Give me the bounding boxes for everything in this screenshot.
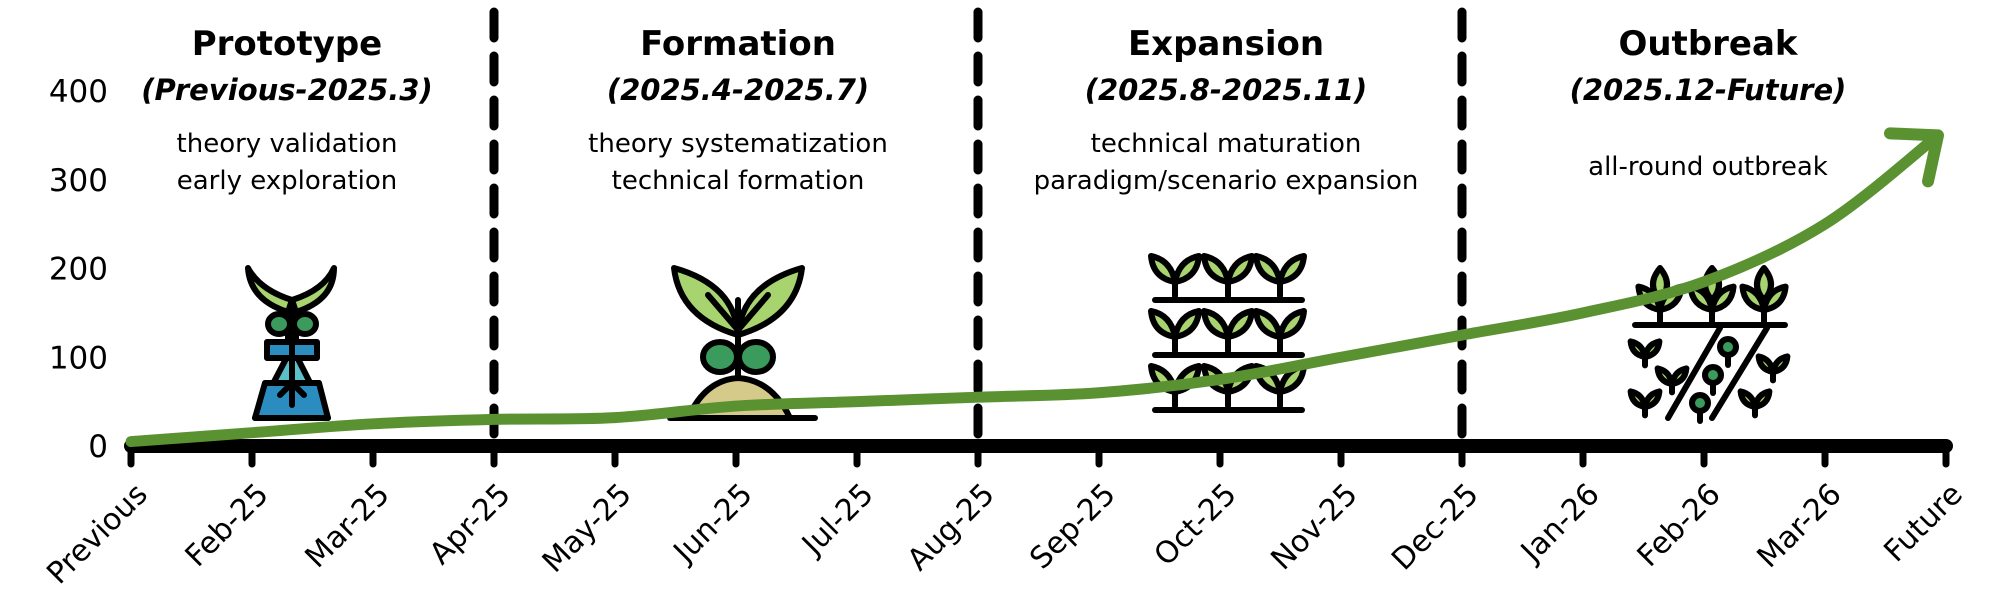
field-crops-icon (1627, 265, 1791, 424)
y-tick-label: 300 (49, 163, 108, 199)
x-tick-label: Jun-25 (666, 477, 760, 571)
phase-description: all-round outbreak (1588, 152, 1828, 182)
phase-period: (2025.8-2025.11) (1085, 73, 1368, 107)
x-tick-label: Feb-25 (179, 477, 276, 574)
leaf (1755, 353, 1776, 375)
leaf (1737, 388, 1758, 410)
x-tick-label: Previous (40, 477, 154, 591)
y-tick-label: 200 (49, 252, 108, 288)
leaf (1201, 308, 1231, 340)
phase-period: (Previous-2025.3) (141, 73, 432, 107)
leaf (1148, 253, 1178, 285)
phase-expansion: Expansion (2025.8-2025.11) technical matur… (1034, 24, 1419, 196)
leaf (1709, 283, 1737, 313)
growth-line (125, 129, 1944, 448)
growth-series (125, 127, 1944, 448)
leaf (1627, 338, 1648, 360)
phase-boundaries (489, 7, 1467, 445)
arrow-head (1884, 127, 1944, 188)
phase-description: early exploration (177, 166, 397, 196)
furrow-line (1709, 325, 1770, 421)
seedling-flask-icon (245, 265, 337, 421)
phase-title: Outbreak (1618, 24, 1798, 64)
phase-prototype: Prototype (Previous-2025.3) theory validat… (141, 24, 432, 196)
leaf (1669, 365, 1690, 387)
leaf (1739, 283, 1767, 313)
leaf (1642, 338, 1663, 360)
y-tick-label: 0 (88, 429, 108, 465)
x-tick-label: Oct-25 (1148, 477, 1244, 573)
leaf (1253, 253, 1283, 285)
leaf (1654, 365, 1675, 387)
phase-period: (2025.12-Future) (1570, 73, 1847, 107)
furrow-line (1665, 325, 1723, 421)
phase-title: Formation (640, 24, 836, 64)
leaf (1225, 308, 1255, 340)
phase-description: theory systematization (588, 129, 888, 159)
sprout-rows-icon (1148, 253, 1307, 413)
leaf (1277, 253, 1307, 285)
phase-period: (2025.4-2025.7) (607, 73, 869, 107)
x-tick-label: Mar-25 (299, 477, 397, 575)
phase-title: Prototype (192, 24, 382, 64)
leaf (1225, 253, 1255, 285)
x-tick-label: Sep-25 (1023, 477, 1122, 576)
leaf (1627, 388, 1648, 410)
x-tick-label: Mar-26 (1751, 477, 1849, 575)
phase-description: paradigm/scenario expansion (1034, 166, 1419, 196)
leaf (1277, 308, 1307, 340)
leaf (1172, 253, 1202, 285)
x-tick-label: Jan-26 (1513, 477, 1607, 571)
phase-outbreak: Outbreak (2025.12-Future) all-round outbre… (1570, 24, 1847, 182)
leaf (1201, 253, 1231, 285)
x-tick-label: Feb-26 (1631, 477, 1728, 574)
y-tick-label: 100 (49, 340, 108, 376)
leaf (1761, 283, 1789, 313)
phase-description: technical formation (612, 166, 865, 196)
phase-title: Expansion (1128, 24, 1324, 64)
leaf (1253, 308, 1283, 340)
phase-annotations: Prototype (Previous-2025.3) theory validat… (141, 24, 1846, 196)
x-tick-label: Aug-25 (901, 477, 1002, 578)
x-tick-label: Future (1877, 477, 1969, 569)
leaf (1148, 308, 1178, 340)
x-tick-label: Apr-25 (423, 477, 518, 572)
phase-description: theory validation (177, 129, 398, 159)
phase-formation: Formation (2025.4-2025.7) theory systemati… (588, 24, 888, 196)
x-tick-label: May-25 (536, 477, 639, 580)
leaf (1770, 353, 1791, 375)
leaf (1642, 388, 1663, 410)
leaf (1172, 308, 1202, 340)
phase-description: technical maturation (1091, 129, 1362, 159)
x-tick-label: Nov-25 (1264, 477, 1364, 577)
y-tick-label: 400 (49, 74, 108, 110)
sprout-in-soil-icon (667, 265, 818, 421)
x-tick-label: Jul-25 (794, 477, 880, 563)
x-tick-label: Dec-25 (1385, 477, 1485, 577)
leaf (1752, 388, 1773, 410)
